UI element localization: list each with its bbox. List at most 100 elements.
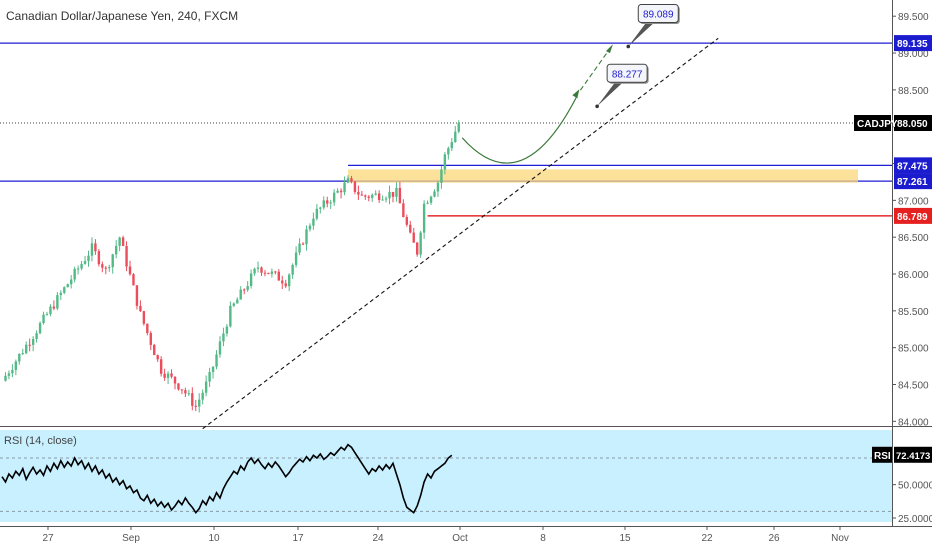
candle-body: [243, 289, 246, 291]
rsi-symbol-tag[interactable]: RSI: [874, 451, 891, 462]
candle-body: [73, 268, 76, 280]
price-tick-label: 87.000: [898, 196, 929, 207]
candle-body: [121, 237, 125, 246]
candle-body: [322, 200, 325, 208]
candle-body: [163, 373, 166, 378]
candle-body: [412, 232, 415, 243]
candle-body: [239, 289, 242, 300]
price-tick-label: 84.500: [898, 380, 929, 391]
candle: [63, 286, 66, 295]
callout-text: 89.089: [643, 9, 674, 20]
candle: [111, 253, 114, 274]
time-axis[interactable]: 27 Sep 10 17 24 Oct 8 15 22 26 Nov: [42, 526, 849, 544]
candle: [312, 212, 315, 230]
candle-body: [177, 383, 180, 390]
candle-body: [7, 373, 11, 376]
trendline-line[interactable]: [202, 37, 719, 430]
candle: [291, 263, 294, 279]
candle-body: [94, 243, 97, 252]
projection-path[interactable]: [461, 44, 613, 164]
candle-body: [201, 392, 204, 400]
trendline[interactable]: [202, 37, 719, 430]
candle: [97, 249, 101, 267]
candle-body: [80, 263, 83, 269]
price-tick-label: 89.500: [898, 12, 929, 23]
candle-body: [326, 200, 329, 204]
level-label[interactable]: 87.475: [897, 161, 928, 172]
candle: [114, 240, 118, 259]
resistance-zone[interactable]: [348, 169, 858, 183]
candle: [353, 181, 357, 195]
symbol-tag[interactable]: CADJPY: [857, 119, 898, 130]
level-label[interactable]: 87.261: [897, 177, 928, 188]
candle-body: [128, 266, 132, 275]
price-callout[interactable]: 88.277: [595, 63, 649, 109]
candle-body: [59, 292, 63, 296]
candle: [319, 206, 322, 214]
candle: [191, 387, 194, 411]
candle-body: [350, 178, 353, 182]
candle-body: [135, 285, 139, 306]
candle: [166, 371, 170, 385]
candle-body: [35, 333, 38, 340]
candle-body: [343, 182, 346, 193]
candle-body: [173, 376, 177, 384]
last-price-label[interactable]: 88.050: [897, 119, 928, 130]
candle: [322, 196, 325, 210]
candle: [277, 269, 280, 281]
candle-body: [284, 283, 287, 287]
price-callout[interactable]: 89.089: [626, 3, 680, 49]
candle-body: [191, 393, 194, 406]
candle-body: [194, 405, 197, 407]
candle-body: [249, 273, 253, 286]
price-tick-label: 84.000: [898, 417, 929, 428]
candle: [440, 166, 443, 189]
level-label[interactable]: 89.135: [897, 39, 928, 50]
candle-body: [426, 202, 429, 204]
candle-body: [274, 271, 277, 273]
candle-body: [108, 267, 111, 269]
candle-body: [308, 225, 312, 230]
time-tick-label: 10: [208, 533, 220, 544]
candle: [308, 223, 312, 232]
candle: [149, 331, 152, 351]
candle-body: [277, 271, 280, 281]
candle: [159, 356, 163, 377]
candle: [409, 220, 412, 234]
candle: [225, 324, 229, 337]
candle-body: [440, 169, 443, 183]
candle: [132, 273, 135, 286]
candle: [232, 302, 236, 308]
rsi-value-label[interactable]: 72.4173: [896, 451, 930, 462]
candle: [398, 181, 402, 204]
candle: [101, 261, 104, 273]
candle-body: [263, 272, 267, 274]
candle: [14, 359, 18, 376]
candle: [364, 194, 367, 200]
rsi-panel: RSI (14, close): [0, 426, 932, 527]
candle: [76, 265, 80, 275]
candle-body: [66, 284, 69, 288]
candle: [194, 399, 197, 412]
price-axis[interactable]: 84.000 84.500 85.000 85.500 86.000 86.500 87.0…: [854, 0, 932, 526]
level-label[interactable]: 86.789: [897, 212, 928, 223]
level-label-bg: [894, 35, 932, 52]
callout-pointer: [597, 82, 624, 107]
candle-body: [236, 299, 239, 304]
candle-body: [70, 279, 73, 285]
candle: [405, 214, 409, 227]
projection-dash[interactable]: [579, 46, 612, 91]
price-tick-label: 86.500: [898, 233, 929, 244]
candle: [173, 376, 177, 390]
projection-curve[interactable]: [461, 96, 577, 164]
candle: [35, 330, 38, 343]
zone-rect[interactable]: [348, 169, 858, 183]
price-callouts[interactable]: 88.277 89.089: [595, 3, 680, 109]
candle: [332, 189, 336, 206]
candle-body: [402, 203, 405, 218]
candle-body: [146, 323, 149, 334]
rsi-tick-label: 25.0000: [898, 514, 932, 525]
candle-body: [4, 375, 7, 381]
candle: [450, 138, 453, 152]
